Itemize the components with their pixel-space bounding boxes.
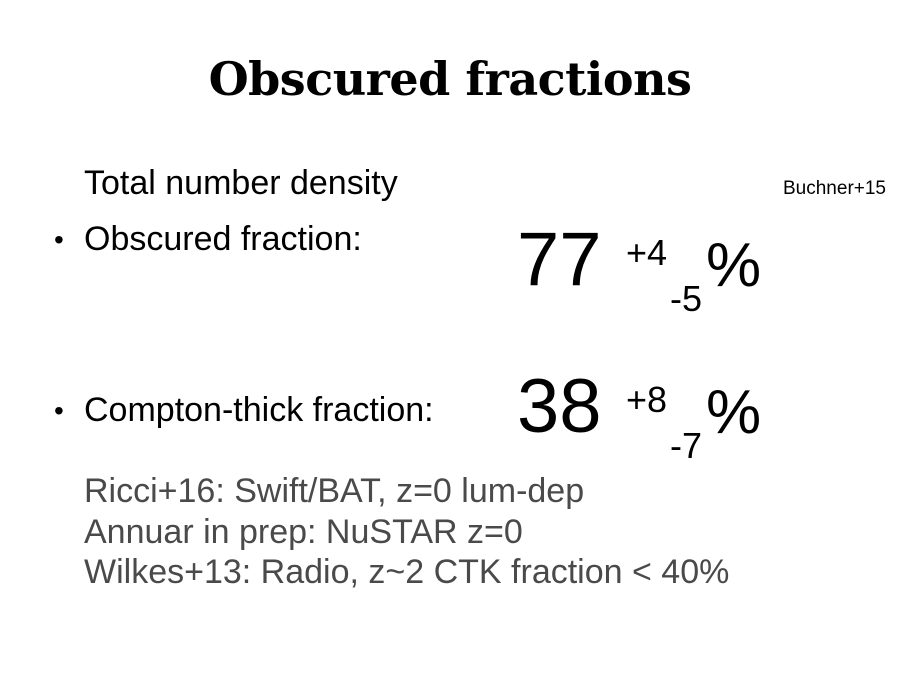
obscured-fraction-minus-error: -5 (670, 278, 703, 319)
total-number-density-line: Total number density (84, 164, 398, 202)
compton-thick-fraction-value: 38 (517, 364, 602, 449)
bullet-obscured: • (54, 224, 64, 255)
obscured-fraction-unit: % (706, 231, 762, 300)
slide-title: Obscured fractions (208, 52, 692, 106)
note-wilkes: Wilkes+13: Radio, z~2 CTK fraction < 40% (84, 553, 730, 591)
bullet-compton: • (54, 395, 64, 426)
obscured-fraction-plus-error: +4 (626, 232, 668, 273)
compton-thick-fraction-plus-error: +8 (626, 379, 668, 420)
note-annuar: Annuar in prep: NuSTAR z=0 (84, 513, 523, 551)
obscured-fraction-value: 77 (517, 217, 602, 302)
compton-thick-fraction-label: Compton-thick fraction: (84, 391, 434, 429)
obscured-fraction-label: Obscured fraction: (84, 220, 362, 258)
compton-thick-fraction-unit: % (706, 378, 762, 447)
compton-thick-fraction-minus-error: -7 (670, 425, 703, 466)
reference-label: Buchner+15 (783, 178, 886, 199)
note-ricci: Ricci+16: Swift/BAT, z=0 lum-dep (84, 472, 585, 510)
